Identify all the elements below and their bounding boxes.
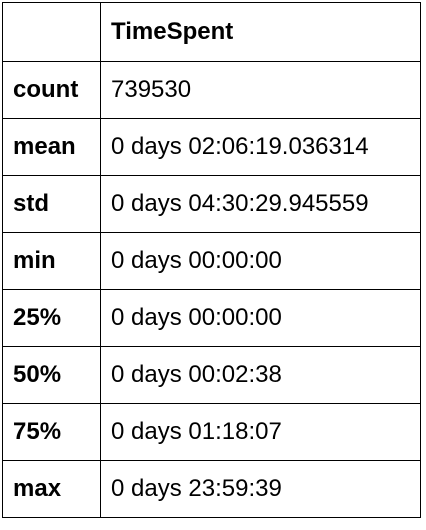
row-label: 75% [2, 403, 101, 461]
row-label: 25% [2, 289, 101, 347]
header-corner-cell [2, 2, 101, 62]
describe-table: TimeSpent count 739530 mean 0 days 02:06… [2, 2, 421, 518]
table-row: mean 0 days 02:06:19.036314 [2, 118, 421, 176]
row-value: 0 days 00:00:00 [100, 232, 421, 290]
row-label: max [2, 460, 101, 518]
table-row: 50% 0 days 00:02:38 [2, 346, 421, 404]
row-label: mean [2, 118, 101, 176]
table-row: std 0 days 04:30:29.945559 [2, 175, 421, 233]
table-row: min 0 days 00:00:00 [2, 232, 421, 290]
row-label: count [2, 61, 101, 119]
row-value: 0 days 00:00:00 [100, 289, 421, 347]
column-header-timespent: TimeSpent [100, 2, 421, 62]
header-row: TimeSpent [2, 2, 421, 62]
row-value: 0 days 04:30:29.945559 [100, 175, 421, 233]
table-row: 25% 0 days 00:00:00 [2, 289, 421, 347]
row-label: min [2, 232, 101, 290]
row-value: 0 days 23:59:39 [100, 460, 421, 518]
row-value: 739530 [100, 61, 421, 119]
table-row: max 0 days 23:59:39 [2, 460, 421, 518]
row-value: 0 days 02:06:19.036314 [100, 118, 421, 176]
row-value: 0 days 00:02:38 [100, 346, 421, 404]
row-label: 50% [2, 346, 101, 404]
table-row: 75% 0 days 01:18:07 [2, 403, 421, 461]
table-row: count 739530 [2, 61, 421, 119]
row-label: std [2, 175, 101, 233]
row-value: 0 days 01:18:07 [100, 403, 421, 461]
